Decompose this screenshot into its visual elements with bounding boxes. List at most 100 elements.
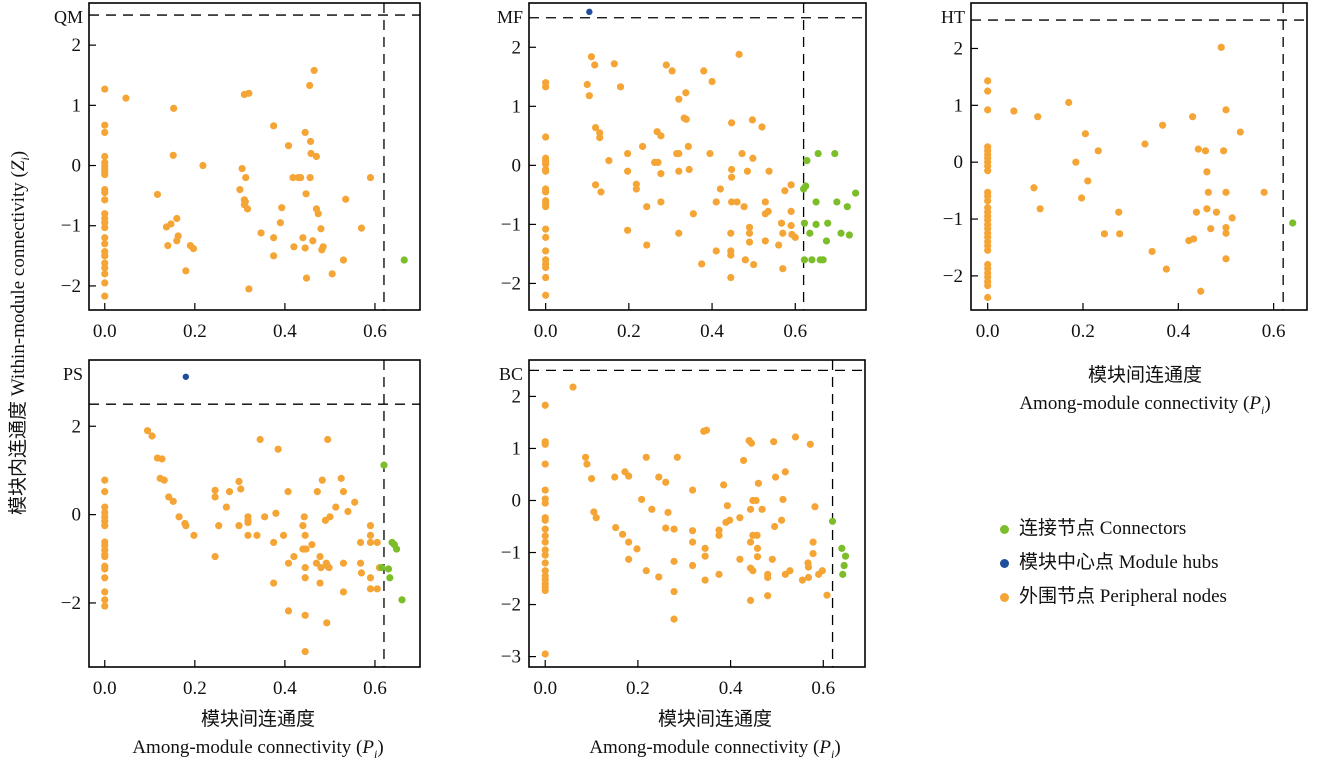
data-point-peripheral bbox=[657, 198, 665, 206]
series-peripheral bbox=[541, 383, 831, 658]
data-point-peripheral bbox=[664, 508, 672, 517]
data-point-peripheral bbox=[351, 498, 359, 506]
data-point-peripheral bbox=[746, 538, 755, 546]
data-point-peripheral bbox=[284, 488, 292, 496]
y-axis-label: 模块内连通度 Within-module connectivity (Zi) bbox=[8, 150, 32, 515]
data-point-peripheral bbox=[122, 94, 130, 102]
x-tick-label: 0.4 bbox=[700, 321, 724, 342]
data-point-connector bbox=[838, 544, 846, 552]
data-point-hub bbox=[586, 8, 593, 16]
data-point-peripheral bbox=[741, 256, 749, 264]
data-point-peripheral bbox=[235, 477, 243, 486]
data-point-peripheral bbox=[299, 234, 307, 242]
data-point-peripheral bbox=[625, 472, 633, 480]
data-point-peripheral bbox=[366, 538, 375, 547]
data-point-peripheral bbox=[739, 456, 748, 465]
data-point-peripheral bbox=[625, 555, 633, 563]
data-point-peripheral bbox=[701, 544, 709, 552]
series-connector bbox=[828, 517, 850, 578]
data-point-peripheral bbox=[274, 445, 282, 453]
y-tick-label: 1 bbox=[72, 95, 82, 116]
data-point-peripheral bbox=[308, 541, 316, 549]
series-peripheral bbox=[542, 50, 799, 299]
data-point-peripheral bbox=[101, 279, 109, 287]
data-point-peripheral bbox=[270, 234, 278, 242]
data-point-peripheral bbox=[984, 87, 992, 95]
data-point-peripheral bbox=[301, 564, 309, 572]
data-point-connector bbox=[845, 231, 853, 239]
data-point-peripheral bbox=[654, 158, 662, 167]
data-point-peripheral bbox=[169, 151, 177, 159]
data-point-peripheral bbox=[612, 523, 620, 532]
data-point-peripheral bbox=[583, 80, 591, 89]
y-tick-label: −1 bbox=[61, 216, 81, 237]
data-point-peripheral bbox=[728, 198, 736, 206]
x-tick-label: 0.6 bbox=[363, 321, 387, 342]
data-point-connector bbox=[824, 219, 832, 227]
x-tick-label: 0.0 bbox=[93, 678, 117, 699]
data-point-peripheral bbox=[771, 522, 779, 531]
data-point-peripheral bbox=[706, 149, 714, 158]
plot-frame bbox=[528, 2, 867, 311]
data-point-peripheral bbox=[1207, 225, 1215, 233]
data-point-peripheral bbox=[270, 538, 278, 547]
data-point-peripheral bbox=[357, 569, 366, 577]
data-point-peripheral bbox=[984, 293, 992, 302]
data-point-peripheral bbox=[270, 252, 278, 260]
data-point-peripheral bbox=[101, 292, 109, 300]
x-tick-label: 0.6 bbox=[811, 678, 835, 699]
data-point-peripheral bbox=[1203, 205, 1211, 213]
data-point-peripheral bbox=[733, 198, 741, 206]
data-point-peripheral bbox=[276, 219, 284, 227]
series-hub bbox=[182, 373, 190, 380]
data-point-peripheral bbox=[657, 170, 665, 178]
data-point-peripheral bbox=[253, 531, 261, 539]
y-tick-label: 1 bbox=[954, 95, 964, 116]
data-point-peripheral bbox=[328, 270, 336, 278]
data-point-peripheral bbox=[190, 531, 198, 539]
data-point-peripheral bbox=[366, 585, 375, 593]
data-point-peripheral bbox=[684, 142, 692, 151]
data-point-peripheral bbox=[366, 531, 375, 539]
y-tick-label: −1 bbox=[943, 209, 963, 230]
data-point-peripheral bbox=[319, 243, 327, 251]
data-point-peripheral bbox=[101, 503, 109, 511]
data-point-peripheral bbox=[587, 475, 596, 483]
data-point-peripheral bbox=[1158, 121, 1167, 129]
data-point-peripheral bbox=[306, 137, 315, 146]
data-point-peripheral bbox=[1197, 287, 1205, 295]
data-point-connector bbox=[822, 237, 831, 245]
data-point-peripheral bbox=[670, 587, 678, 596]
data-point-peripheral bbox=[682, 89, 690, 97]
y-tick-label: 2 bbox=[72, 35, 82, 56]
data-point-peripheral bbox=[804, 573, 813, 582]
data-point-peripheral bbox=[301, 128, 309, 137]
data-point-peripheral bbox=[688, 486, 697, 494]
data-point-connector bbox=[851, 189, 860, 197]
data-point-peripheral bbox=[542, 167, 550, 175]
plot-frame bbox=[88, 2, 421, 311]
data-point-peripheral bbox=[1222, 229, 1230, 237]
data-point-peripheral bbox=[610, 60, 618, 68]
panel-ps: 0.0 0.2 0.4 0.6 −2 0 2 PS bbox=[61, 359, 421, 699]
data-point-peripheral bbox=[366, 173, 375, 182]
data-point-peripheral bbox=[284, 607, 293, 615]
data-point-peripheral bbox=[339, 256, 348, 264]
data-point-peripheral bbox=[270, 122, 278, 130]
data-point-peripheral bbox=[316, 579, 324, 587]
series-peripheral bbox=[984, 43, 1268, 302]
data-point-peripheral bbox=[715, 570, 723, 578]
data-point-peripheral bbox=[689, 210, 697, 218]
data-point-peripheral bbox=[728, 165, 736, 174]
data-point-connector bbox=[380, 461, 388, 469]
y-tick-label: −2 bbox=[61, 276, 81, 297]
data-point-connector bbox=[400, 256, 408, 264]
data-point-peripheral bbox=[823, 591, 831, 599]
data-point-peripheral bbox=[542, 133, 550, 141]
data-point-connector bbox=[812, 198, 820, 206]
panel-title: PS bbox=[63, 364, 83, 384]
data-point-peripheral bbox=[585, 92, 593, 100]
y-tick-label: −1 bbox=[501, 543, 521, 564]
data-point-peripheral bbox=[700, 67, 708, 75]
data-point-peripheral bbox=[235, 522, 243, 530]
